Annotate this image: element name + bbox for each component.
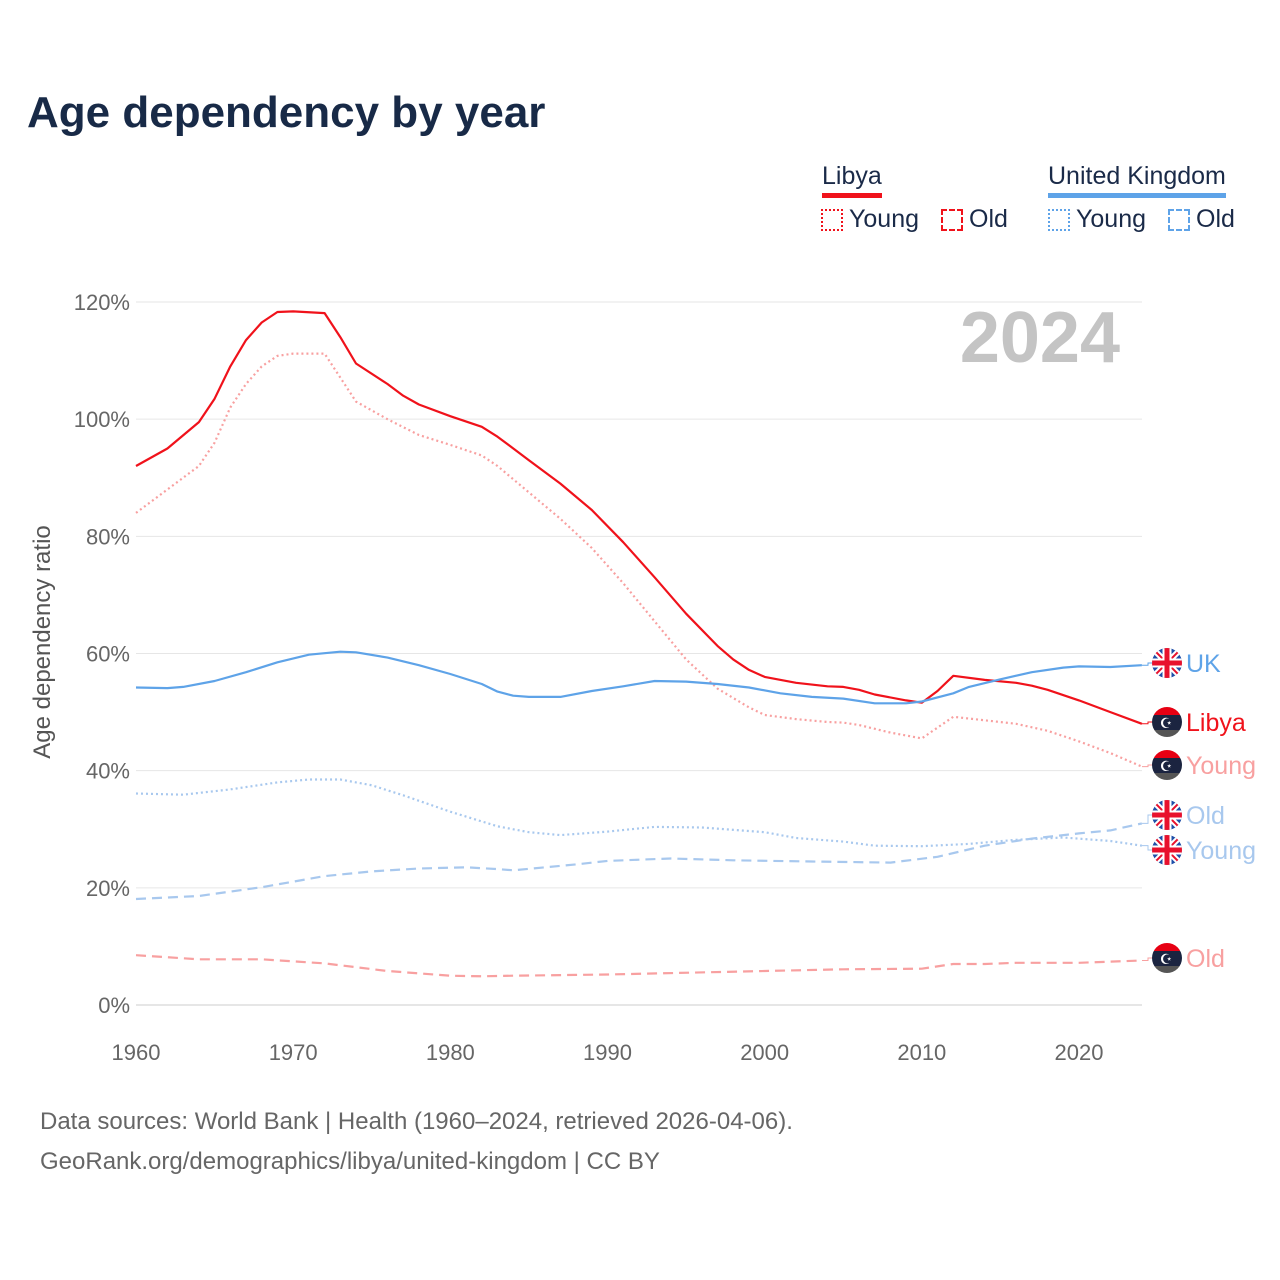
crescent-icon: ☪ xyxy=(1160,715,1173,731)
uk-flag-icon xyxy=(1152,835,1182,865)
uk-flag-icon xyxy=(1152,648,1182,678)
y-tick-label: 60% xyxy=(86,642,130,667)
crescent-icon: ☪ xyxy=(1160,758,1173,774)
label-connector xyxy=(1142,845,1153,851)
legend-label: Young xyxy=(1076,205,1146,233)
uk-flag-icon xyxy=(1152,800,1182,830)
x-tick-label: 1980 xyxy=(426,1040,475,1065)
series-end-label: UK xyxy=(1186,650,1221,678)
libya-flag-icon: ☪ xyxy=(1152,750,1182,780)
flag-body: ☪ xyxy=(1152,707,1182,737)
series-end-label: Old xyxy=(1186,945,1225,973)
crescent-icon: ☪ xyxy=(1160,951,1173,967)
flag-body: ☪ xyxy=(1152,943,1182,973)
x-tick-label: 2010 xyxy=(897,1040,946,1065)
series-end-label: Old xyxy=(1186,802,1225,830)
legend-libya[interactable]: Libya xyxy=(822,162,882,198)
flag-cross-red xyxy=(1152,800,1182,830)
label-connector xyxy=(1142,764,1153,768)
series-line-libya-young xyxy=(135,352,1143,768)
y-tick-label: 120% xyxy=(74,290,130,315)
legend-libya-old[interactable]: Old xyxy=(941,205,1008,234)
flag-body xyxy=(1152,800,1182,830)
chart-title: Age dependency by year xyxy=(27,88,546,137)
flag-cross-red xyxy=(1152,835,1182,865)
series-end-label: Young xyxy=(1186,752,1256,780)
flag-black xyxy=(1152,758,1182,773)
legend-uk-young[interactable]: Young xyxy=(1048,205,1146,234)
x-tick-label: 2020 xyxy=(1055,1040,1104,1065)
legend-uk-old[interactable]: Old xyxy=(1168,205,1235,234)
y-tick-label: 20% xyxy=(86,876,130,901)
flag-cross-red xyxy=(1152,648,1182,678)
y-tick-label: 0% xyxy=(98,993,130,1018)
series-line-libya xyxy=(135,310,1143,725)
legend-label: Young xyxy=(849,205,919,233)
dotted-swatch-icon xyxy=(821,208,843,231)
y-tick-label: 100% xyxy=(74,407,130,432)
flag-red xyxy=(1152,750,1182,758)
flag-green xyxy=(1152,966,1182,973)
flag-green xyxy=(1152,773,1182,780)
x-tick-label: 1990 xyxy=(583,1040,632,1065)
series-end-label: Young xyxy=(1186,837,1256,865)
dashed-swatch-icon xyxy=(941,208,963,231)
series-line-united-kingdom-young xyxy=(135,778,1143,848)
dashed-swatch-icon xyxy=(1168,208,1190,231)
label-connector xyxy=(1142,814,1153,824)
legend-uk[interactable]: United Kingdom xyxy=(1048,162,1226,198)
legend-label: Old xyxy=(1196,205,1235,233)
y-tick-label: 80% xyxy=(86,524,130,549)
x-tick-label: 2000 xyxy=(740,1040,789,1065)
legend-label: Old xyxy=(969,205,1008,233)
footer-link[interactable]: GeoRank.org/demographics/libya/united-ki… xyxy=(40,1148,660,1175)
series-line-united-kingdom-old xyxy=(135,822,1143,901)
label-connector xyxy=(1142,957,1153,961)
y-tick-label: 40% xyxy=(86,759,130,784)
dotted-swatch-icon xyxy=(1048,208,1070,231)
label-connector xyxy=(1142,721,1153,725)
flag-body xyxy=(1152,835,1182,865)
footer-sources: Data sources: World Bank | Health (1960–… xyxy=(40,1108,793,1135)
flag-green xyxy=(1152,730,1182,737)
flag-red xyxy=(1152,943,1182,951)
label-connector xyxy=(1142,662,1153,666)
year-watermark: 2024 xyxy=(960,298,1120,378)
flag-black xyxy=(1152,715,1182,730)
flag-red xyxy=(1152,707,1182,715)
y-axis-label: Age dependency ratio xyxy=(29,525,56,759)
series-end-label: Libya xyxy=(1186,709,1246,737)
libya-flag-icon: ☪ xyxy=(1152,943,1182,973)
legend-libya-young[interactable]: Young xyxy=(821,205,919,234)
x-tick-label: 1970 xyxy=(269,1040,318,1065)
flag-black xyxy=(1152,951,1182,966)
x-tick-label: 1960 xyxy=(112,1040,161,1065)
series-line-libya-old xyxy=(135,954,1142,978)
series-line-united-kingdom xyxy=(135,650,1142,705)
flag-body xyxy=(1152,648,1182,678)
libya-flag-icon: ☪ xyxy=(1152,707,1182,737)
flag-body: ☪ xyxy=(1152,750,1182,780)
